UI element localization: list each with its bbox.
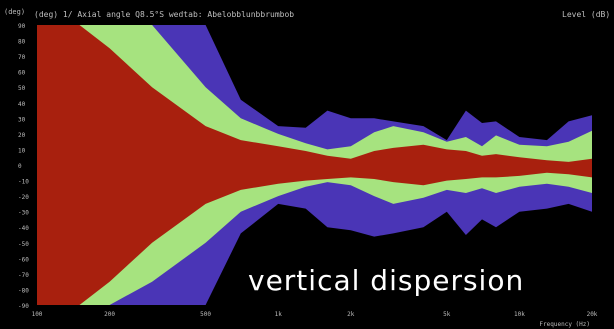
y-tick-label: 60 (18, 70, 26, 77)
y-tick-label: -30 (18, 210, 29, 217)
y-tick-label: 40 (18, 101, 26, 108)
y-tick-label: 20 (18, 132, 26, 139)
x-tick-label: 20k (587, 311, 598, 318)
y-axis-label: (deg) (4, 8, 25, 16)
x-tick-label: 5k (443, 311, 451, 318)
caption-vertical-dispersion: vertical dispersion (248, 264, 525, 297)
y-tick-label: -50 (18, 241, 29, 248)
y-tick-label: -80 (18, 287, 29, 294)
y-tick-label: 70 (18, 54, 26, 61)
y-tick-label: -70 (18, 272, 29, 279)
y-tick-label: -10 (18, 179, 29, 186)
y-tick-label: -60 (18, 256, 29, 263)
y-tick-label: 50 (18, 85, 26, 92)
y-tick-label: -40 (18, 225, 29, 232)
x-axis-label: Frequency (Hz) (539, 321, 590, 328)
y-tick-label: 90 (18, 23, 26, 30)
x-tick-label: 10k (514, 311, 525, 318)
header-left-text: (deg) 1/ Axial angle Q8.5°S wedtab: Abel… (34, 10, 295, 19)
x-tick-label: 1k (275, 311, 283, 318)
x-tick-label: 100 (32, 311, 43, 318)
x-tick-label: 2k (347, 311, 355, 318)
y-tick-label: 10 (18, 147, 26, 154)
y-tick-label: 30 (18, 116, 26, 123)
y-tick-label: -90 (18, 303, 29, 310)
red-band-area (37, 25, 592, 305)
y-tick-label: 80 (18, 39, 26, 46)
y-tick-label: -20 (18, 194, 29, 201)
y-tick-label: 0 (18, 163, 22, 170)
x-tick-label: 200 (104, 311, 115, 318)
header-right-text: Level (dB) (562, 10, 611, 19)
level-legend-strip (598, 24, 614, 302)
x-tick-label: 500 (200, 311, 211, 318)
